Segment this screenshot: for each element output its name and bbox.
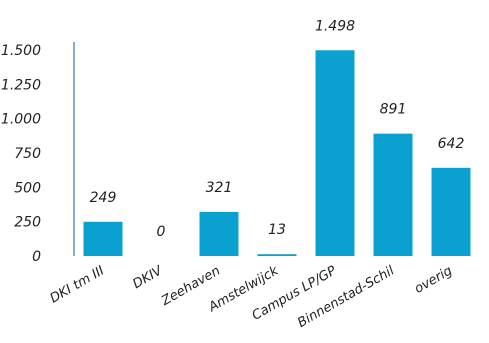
- y-tick-label: 1.250: [1, 77, 41, 93]
- data-labels-group: 249 0 321 13 1.498 891 642: [90, 18, 465, 240]
- category-label: overig: [412, 263, 455, 296]
- y-tick-label: 750: [14, 146, 41, 162]
- category-label: DKI tm III: [48, 263, 108, 306]
- bar: [257, 254, 297, 256]
- data-label: 0: [157, 224, 166, 240]
- data-label: 321: [206, 180, 233, 196]
- y-axis-ticks: 0 250 500 750 1.000 1.250 1.500: [1, 43, 41, 265]
- data-label: 249: [90, 190, 117, 206]
- y-tick-label: 1.000: [1, 112, 41, 128]
- category-labels-group: DKI tm III DKIVZeehavenAmstelwijckCampus …: [48, 263, 455, 331]
- data-label: 1.498: [315, 18, 355, 34]
- category-label: DKIV: [130, 263, 166, 292]
- category-label: Binnenstad-Schil: [295, 263, 397, 331]
- y-tick-label: 1.500: [1, 43, 41, 59]
- bar: [199, 211, 239, 256]
- bars-group: [83, 50, 471, 257]
- y-tick-label: 250: [14, 215, 41, 231]
- data-label: 891: [380, 102, 407, 118]
- bar: [315, 50, 355, 257]
- y-tick-label: 500: [14, 180, 41, 196]
- bar: [83, 221, 123, 256]
- bar: [373, 133, 413, 256]
- data-label: 13: [268, 222, 286, 238]
- data-label: 642: [438, 136, 465, 152]
- bar: [431, 167, 471, 256]
- y-tick-label: 0: [32, 249, 41, 265]
